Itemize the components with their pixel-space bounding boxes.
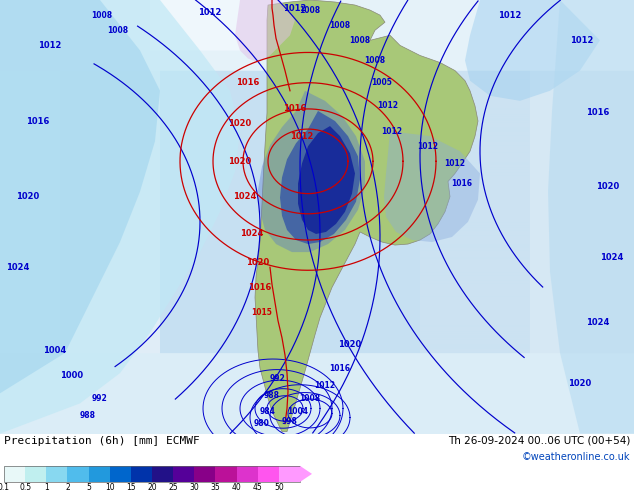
Polygon shape (465, 0, 600, 101)
Text: 1016: 1016 (451, 179, 472, 188)
Bar (67, 466, 89, 482)
Text: 1020: 1020 (568, 379, 592, 388)
Text: 1016: 1016 (330, 364, 351, 372)
Text: 1008: 1008 (365, 56, 385, 65)
Text: 1000: 1000 (60, 370, 84, 380)
Text: 1012: 1012 (290, 132, 314, 141)
Bar (131, 466, 152, 482)
Text: 980: 980 (254, 419, 270, 428)
Text: 984: 984 (260, 407, 276, 416)
Text: 1012: 1012 (198, 8, 222, 17)
Polygon shape (255, 0, 478, 432)
Text: 15: 15 (126, 483, 136, 490)
Text: 988: 988 (264, 391, 280, 400)
Text: 1024: 1024 (600, 253, 624, 262)
Bar (216, 466, 236, 482)
Text: 1004: 1004 (287, 407, 309, 416)
Text: 1024: 1024 (233, 192, 257, 201)
Text: 1015: 1015 (252, 308, 273, 317)
Text: 0.1: 0.1 (0, 483, 10, 490)
Text: 1012: 1012 (444, 159, 465, 168)
Text: 1008: 1008 (330, 21, 351, 30)
Text: 1008: 1008 (299, 394, 321, 403)
Bar (236, 466, 257, 482)
Text: 1012: 1012 (382, 126, 403, 136)
Text: 1008: 1008 (107, 26, 129, 35)
Text: 1012: 1012 (571, 36, 593, 45)
Polygon shape (298, 126, 355, 234)
Bar (173, 466, 194, 482)
Text: 1008: 1008 (91, 11, 113, 20)
Polygon shape (300, 466, 312, 482)
Bar (257, 466, 279, 482)
Text: 1012: 1012 (498, 11, 522, 20)
Text: 1012: 1012 (38, 41, 61, 50)
Text: 50: 50 (274, 483, 284, 490)
Text: 0.5: 0.5 (19, 483, 31, 490)
Polygon shape (258, 91, 365, 252)
Text: 25: 25 (169, 483, 178, 490)
Polygon shape (384, 131, 480, 242)
Text: ©weatheronline.co.uk: ©weatheronline.co.uk (522, 452, 630, 462)
Bar (194, 466, 216, 482)
Bar (279, 466, 300, 482)
Bar (89, 466, 110, 482)
Text: 1016: 1016 (27, 117, 49, 125)
Text: 5: 5 (86, 483, 91, 490)
Text: 1004: 1004 (43, 346, 67, 355)
Text: 1: 1 (44, 483, 49, 490)
Text: 1016: 1016 (586, 108, 610, 118)
Text: 1020: 1020 (228, 119, 252, 127)
Text: 992: 992 (270, 374, 286, 383)
Text: 998: 998 (282, 417, 298, 426)
Text: 1016: 1016 (236, 78, 260, 87)
Text: 1020: 1020 (597, 182, 619, 191)
Polygon shape (235, 0, 295, 63)
Text: 1008: 1008 (349, 36, 370, 45)
Bar (4, 466, 25, 482)
Polygon shape (0, 0, 240, 434)
Text: 45: 45 (253, 483, 262, 490)
Polygon shape (548, 0, 634, 434)
Text: 30: 30 (190, 483, 199, 490)
Text: 1016: 1016 (283, 104, 307, 113)
Text: 1016: 1016 (249, 283, 272, 292)
Bar (25, 466, 46, 482)
Text: 1020: 1020 (228, 157, 252, 166)
Text: 20: 20 (147, 483, 157, 490)
Polygon shape (0, 0, 160, 393)
Text: 2: 2 (65, 483, 70, 490)
Text: 1024: 1024 (586, 318, 610, 327)
Text: 35: 35 (210, 483, 220, 490)
Text: 1012: 1012 (314, 381, 335, 390)
Bar (4, 466, 300, 482)
Bar (110, 466, 131, 482)
Text: 1020: 1020 (339, 341, 361, 349)
Text: 992: 992 (92, 394, 108, 403)
Text: 1020: 1020 (16, 192, 39, 201)
Text: 1008: 1008 (299, 5, 321, 15)
Polygon shape (280, 111, 360, 244)
Text: 1005: 1005 (372, 78, 392, 87)
Text: Precipitation (6h) [mm] ECMWF: Precipitation (6h) [mm] ECMWF (4, 436, 200, 446)
Bar (152, 466, 173, 482)
Text: Th 26-09-2024 00..06 UTC (00+54): Th 26-09-2024 00..06 UTC (00+54) (448, 436, 630, 446)
Text: 1012: 1012 (418, 142, 439, 151)
Text: 40: 40 (231, 483, 242, 490)
Text: 988: 988 (80, 411, 96, 420)
Text: 1020: 1020 (247, 258, 269, 267)
Bar (46, 466, 67, 482)
Text: 1024: 1024 (240, 229, 264, 239)
Text: 10: 10 (105, 483, 115, 490)
Text: 1012: 1012 (283, 3, 307, 13)
Text: 1012: 1012 (377, 101, 399, 110)
Text: 1024: 1024 (6, 263, 30, 272)
